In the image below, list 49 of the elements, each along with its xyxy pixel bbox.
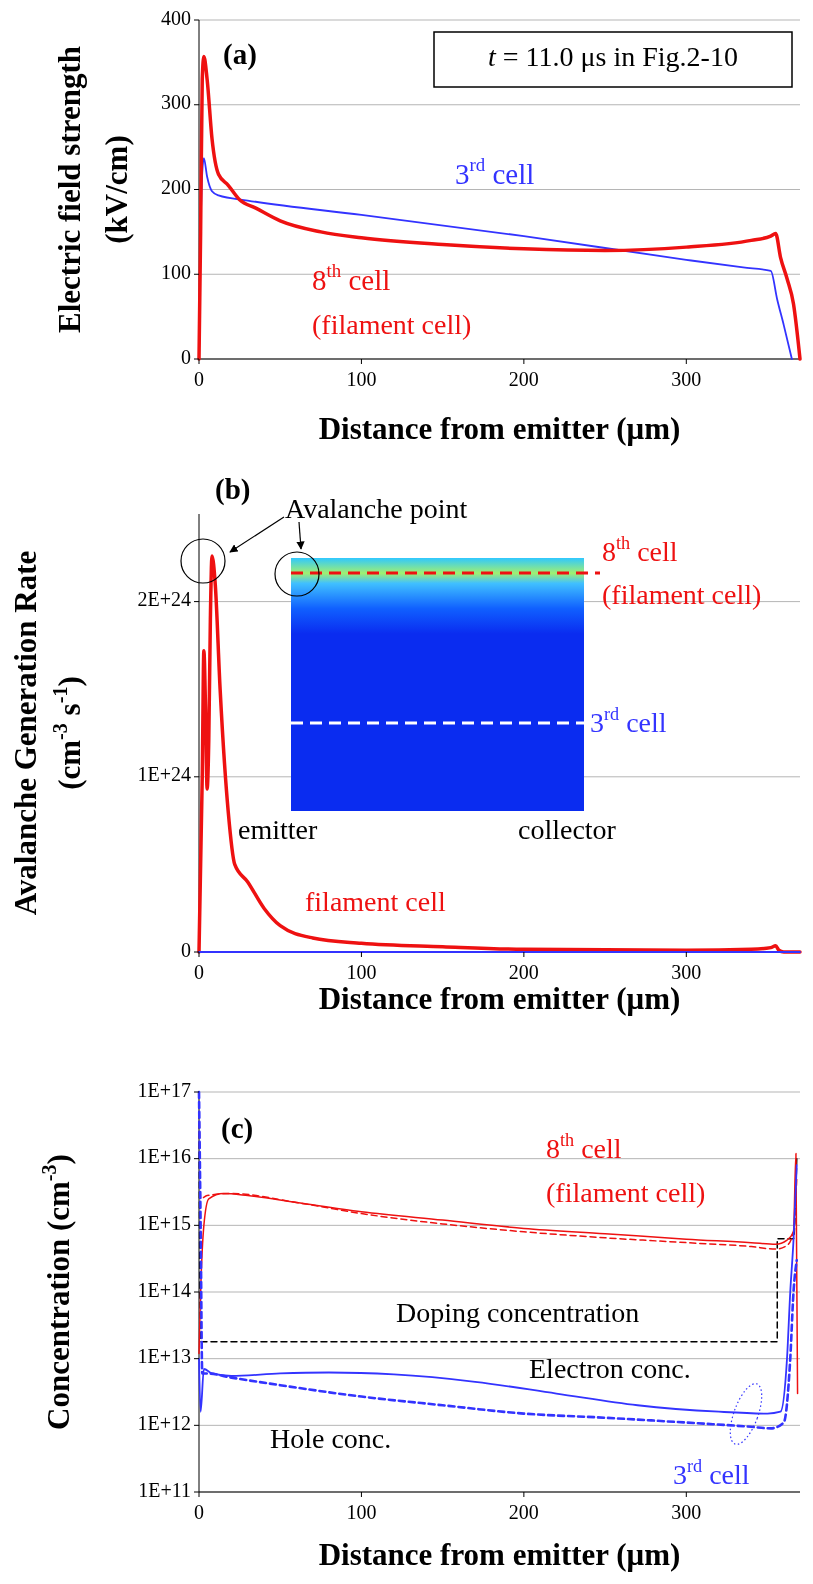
annotation: Doping concentration [396,1297,640,1329]
y-tick-label: 1E+14 [137,1278,191,1301]
x-tick-label: 100 [346,960,377,983]
series-label: 8$^{th}$ cell [312,259,391,296]
annotation: (filament cell) [312,309,472,341]
series-label: 3$^{rd}$ cell [455,153,535,190]
x-axis-title: Distance from emitter (μm) [318,981,681,1017]
y-tick-label: 0 [181,345,191,368]
annotation: Avalanche point [285,493,468,525]
annotation: 3$^{rd}$ cell [590,704,667,739]
x-tick-label: 200 [508,1500,539,1523]
chart-title: (b) [215,472,251,506]
annotation: (filament cell) [546,1177,706,1209]
annotation: 8$^{th}$ cell [546,1130,622,1165]
x-tick-label: 100 [346,1500,377,1523]
annotation: t = 11.0 μs in Fig.2-10 [488,41,738,73]
x-tick-label: 200 [508,960,539,983]
y-tick-label: 1E+13 [137,1345,191,1368]
y-tick-label: 200 [161,176,191,199]
x-tick-label: 300 [671,1500,702,1523]
text: (a) [223,37,257,71]
y-tick-label: 2E+24 [137,588,191,611]
y-axis-title: Electric field strength (kV/cm) [52,46,135,333]
y-tick-label: 1E+17 [137,1078,191,1101]
y-tick-label: 300 [161,91,191,114]
x-axis-title: Distance from emitter (μm) [318,411,681,447]
y-tick-label: 1E+12 [137,1411,191,1434]
y-tick-label: 0 [181,938,191,961]
annotation: filament cell [305,886,446,918]
annotation: (filament cell) [602,579,762,611]
line-series [197,1090,799,1430]
annotation: collector [518,814,617,846]
annotation: 8$^{th}$ cell [602,533,678,568]
annotation: Hole conc. [270,1423,392,1455]
x-tick-label: 300 [671,960,702,983]
text: (c) [221,1111,254,1145]
annotation: emitter [238,814,318,846]
x-axis-title: Distance from emitter (μm) [318,1537,681,1573]
y-tick-label: 400 [161,6,191,29]
x-tick-label: 100 [346,367,377,390]
x-tick-label: 300 [671,367,702,390]
x-tick-label: 200 [508,367,539,390]
annotation: Electron conc. [529,1353,691,1385]
y-tick-label: 1E+15 [137,1211,191,1234]
annotation: 3$^{rd}$ cell [673,1456,750,1491]
y-tick-label: 1E+16 [137,1145,191,1168]
y-tick-label: 1E+11 [138,1478,191,1501]
y-tick-label: 1E+24 [137,763,191,786]
y-tick-label: 100 [161,260,191,283]
